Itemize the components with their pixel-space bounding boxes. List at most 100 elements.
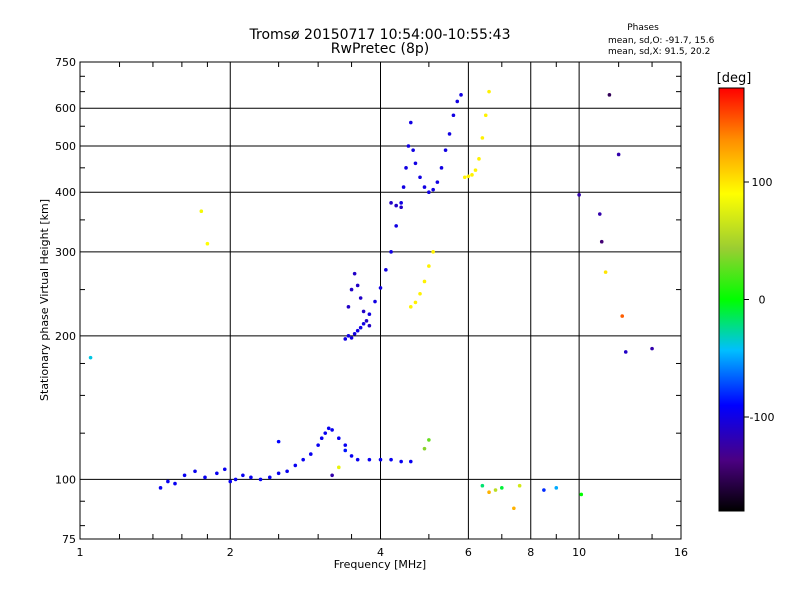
annotation-line-x: mean, sd,X: 91.5, 20.2 (608, 47, 710, 57)
data-point (389, 457, 393, 462)
x-tick-label: 10 (572, 546, 586, 559)
data-point (352, 271, 357, 276)
data-point (222, 467, 227, 472)
data-point (316, 443, 320, 447)
data-point (500, 486, 504, 490)
y-axis-ticks: 75 100 200 300 400 500 600 750 (55, 56, 76, 546)
y-tick-label: 200 (55, 330, 76, 343)
y-tick-label: 400 (55, 186, 76, 199)
colorbar-tick-label: 0 (759, 294, 766, 307)
data-point (349, 336, 354, 340)
data-point (349, 287, 354, 292)
x-tick-label: 1 (77, 546, 84, 559)
data-point (466, 174, 471, 179)
data-point (358, 296, 363, 300)
data-point (241, 473, 245, 478)
data-point (435, 180, 440, 184)
y-tick-label: 500 (55, 140, 76, 153)
data-point (623, 350, 628, 354)
data-point (293, 463, 298, 468)
chart-title: Tromsø 20150717 10:54:00-10:55:43 (249, 27, 511, 43)
data-point (422, 446, 427, 451)
colorbar (718, 87, 745, 512)
data-point (361, 309, 366, 314)
data-point (404, 166, 408, 170)
data-point (431, 250, 435, 254)
data-point (352, 331, 357, 336)
data-point (577, 193, 581, 197)
data-point (579, 492, 584, 497)
colorbar-tick-label: -100 (750, 411, 775, 424)
data-point (554, 486, 559, 490)
data-point (418, 175, 422, 180)
y-axis-label: Stationary phase Virtual Height [km] (38, 199, 51, 401)
data-point (439, 166, 444, 170)
data-point (620, 314, 625, 318)
data-point (480, 136, 485, 140)
data-point (473, 168, 478, 172)
x-tick-label: 8 (527, 546, 534, 559)
data-point (483, 113, 488, 118)
y-tick-label: 300 (55, 246, 76, 259)
colorbar-ticks: 100 0 -100 (744, 176, 774, 424)
chart-subtitle: RwPretec (8p) (331, 41, 429, 57)
data-point (364, 319, 369, 323)
data-point (337, 465, 341, 470)
y-tick-label: 75 (62, 533, 76, 546)
y-tick-label: 750 (55, 56, 76, 69)
x-tick-label: 6 (465, 546, 472, 559)
data-point (215, 471, 219, 476)
data-point (542, 488, 546, 492)
data-point (650, 346, 654, 351)
data-point (361, 321, 366, 326)
data-point (358, 325, 363, 330)
data-point (355, 457, 360, 462)
data-point (399, 205, 403, 210)
data-point (367, 323, 372, 328)
y-tick-label: 600 (55, 102, 76, 115)
x-tick-label: 16 (674, 546, 688, 559)
data-point (378, 286, 383, 290)
data-point (413, 300, 418, 305)
data-point (597, 212, 602, 216)
data-point (447, 132, 452, 136)
grid-lines (80, 62, 681, 539)
data-point (603, 270, 608, 274)
data-point (418, 291, 422, 296)
data-point (182, 473, 187, 478)
data-point (346, 334, 351, 338)
data-point (399, 459, 403, 464)
data-point (249, 475, 253, 480)
data-point (512, 506, 516, 511)
data-point (166, 479, 170, 484)
data-point (399, 201, 403, 205)
x-axis-label: Frequency [MHz] (334, 558, 426, 571)
data-point (301, 457, 305, 462)
data-point (308, 452, 313, 456)
data-point (343, 443, 348, 447)
data-point (616, 152, 621, 157)
data-point (408, 459, 413, 464)
data-point (233, 477, 238, 482)
data-point (276, 471, 281, 476)
data-point (373, 299, 377, 304)
data-point (193, 469, 197, 474)
annotation-heading: Phases (627, 23, 659, 33)
data-point (355, 328, 360, 333)
data-point (517, 483, 522, 488)
data-point (258, 477, 263, 482)
data-point (406, 144, 411, 148)
data-point (427, 438, 431, 442)
data-point (355, 283, 360, 288)
data-point (326, 426, 331, 431)
data-point (323, 431, 328, 435)
data-point (394, 224, 398, 228)
data-point (203, 475, 207, 480)
data-point (443, 148, 448, 152)
data-point (462, 175, 467, 180)
data-point (346, 305, 351, 309)
data-point (384, 268, 388, 272)
data-point (199, 209, 204, 213)
data-points (88, 89, 654, 511)
